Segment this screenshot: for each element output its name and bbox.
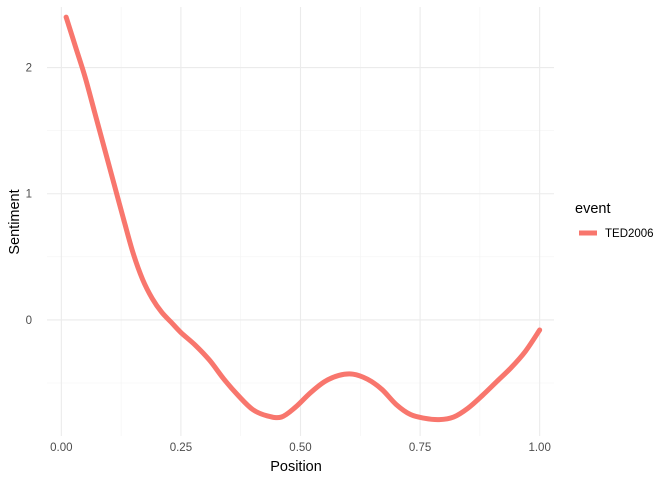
y-axis-ticks: 0 1 2: [26, 63, 32, 327]
y-tick-label: 0: [26, 315, 32, 327]
major-gridlines: [47, 7, 554, 436]
y-tick-label: 2: [26, 63, 32, 75]
legend: event TED2006: [575, 201, 654, 240]
x-tick-label: 0.00: [50, 442, 72, 454]
series-layer: [63, 14, 543, 423]
x-tick-label: 0.75: [409, 442, 431, 454]
y-tick-label: 1: [26, 189, 32, 201]
x-axis-ticks: 0.00 0.25 0.50 0.75 1.00: [50, 442, 551, 454]
y-axis-title: Sentiment: [7, 189, 23, 254]
x-tick-label: 1.00: [528, 442, 550, 454]
x-tick-label: 0.50: [289, 442, 311, 454]
legend-title: event: [575, 201, 610, 217]
legend-label: TED2006: [605, 228, 654, 240]
series-line: [63, 14, 543, 423]
x-tick-label: 0.25: [170, 442, 192, 454]
legend-items: TED2006: [579, 228, 654, 240]
x-axis-title: Position: [270, 459, 322, 475]
